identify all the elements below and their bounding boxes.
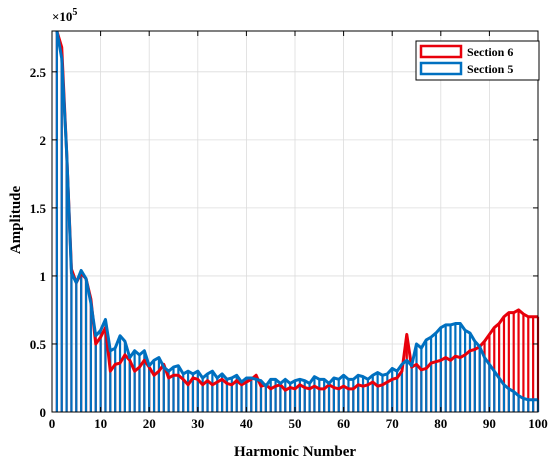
y-axis-label: Amplitude	[8, 185, 24, 254]
y-multiplier: ×105	[52, 7, 77, 24]
x-tick-label: 60	[337, 416, 350, 431]
y-tick-label: 1.5	[30, 201, 47, 216]
x-tick-label: 100	[528, 416, 548, 431]
y-tick-label: 0.5	[30, 337, 47, 352]
x-tick-label: 20	[143, 416, 156, 431]
bars	[55, 31, 540, 412]
series-line-section-6	[55, 30, 538, 392]
y-tick-labels: 0 0.5 1 1.5 2 2.5	[30, 65, 47, 420]
x-tick-label: 0	[49, 416, 56, 431]
x-tick-label: 10	[94, 416, 107, 431]
x-tick-labels: 0 10 20 30 40 50 60 70 80 90 100	[49, 416, 548, 431]
y-tick-label: 2.5	[30, 65, 47, 80]
x-tick-label: 40	[240, 416, 253, 431]
series-line-section-5	[55, 30, 538, 402]
x-tick-label: 50	[289, 416, 302, 431]
x-tick-label: 90	[483, 416, 496, 431]
legend-label-section-5: Section 5	[467, 62, 513, 76]
series-lines	[55, 30, 538, 402]
y-tick-label: 1	[40, 269, 47, 284]
y-tick-label: 2	[40, 133, 47, 148]
x-tick-label: 30	[191, 416, 204, 431]
x-axis-label: Harmonic Number	[234, 444, 356, 460]
legend: Section 6 Section 5	[415, 40, 540, 81]
legend-swatch-section-5	[419, 61, 463, 76]
legend-swatch-section-6	[419, 44, 463, 59]
legend-label-section-6: Section 6	[467, 45, 513, 59]
y-tick-label: 0	[40, 405, 47, 420]
x-tick-label: 80	[434, 416, 447, 431]
x-tick-label: 70	[386, 416, 399, 431]
